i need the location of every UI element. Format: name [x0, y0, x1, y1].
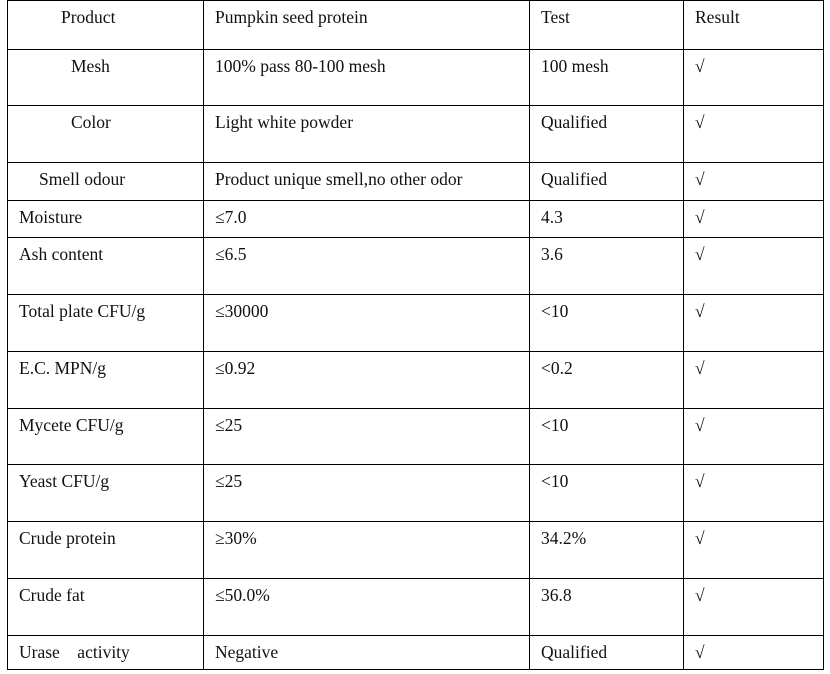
table-cell: √	[683, 464, 824, 522]
header-cell: Product	[7, 0, 204, 50]
table-cell: Product unique smell,no other odor	[203, 162, 530, 201]
table-cell: 100% pass 80-100 mesh	[203, 49, 530, 106]
table-cell: ≥30%	[203, 521, 530, 579]
table-cell: <0.2	[529, 351, 684, 409]
table-cell: √	[683, 200, 824, 238]
table-cell: √	[683, 578, 824, 636]
table-cell: Light white powder	[203, 105, 530, 163]
table-cell: Mesh	[7, 49, 204, 106]
table-cell: √	[683, 351, 824, 409]
table-cell: √	[683, 105, 824, 163]
table-cell: Crude fat	[7, 578, 204, 636]
table-cell: <10	[529, 408, 684, 465]
table-cell: ≤25	[203, 408, 530, 465]
table-cell: <10	[529, 294, 684, 352]
table-cell: √	[683, 521, 824, 579]
table-cell: Mycete CFU/g	[7, 408, 204, 465]
header-cell: Result	[683, 0, 824, 50]
table-cell: Negative	[203, 635, 530, 670]
header-cell: Test	[529, 0, 684, 50]
table-cell: Yeast CFU/g	[7, 464, 204, 522]
table-cell: √	[683, 49, 824, 106]
table-cell: Crude protein	[7, 521, 204, 579]
table-cell: Color	[7, 105, 204, 163]
table-cell: 3.6	[529, 237, 684, 295]
table-cell: √	[683, 408, 824, 465]
table-cell: √	[683, 237, 824, 295]
table-cell: ≤7.0	[203, 200, 530, 238]
table-cell: ≤25	[203, 464, 530, 522]
table-cell: Qualified	[529, 105, 684, 163]
table-cell: Qualified	[529, 162, 684, 201]
table-cell: Urase activity	[7, 635, 204, 670]
table-cell: √	[683, 635, 824, 670]
table-cell: ≤6.5	[203, 237, 530, 295]
table-cell: Qualified	[529, 635, 684, 670]
table-cell: E.C. MPN/g	[7, 351, 204, 409]
table-cell: √	[683, 162, 824, 201]
table-cell: √	[683, 294, 824, 352]
table-cell: ≤30000	[203, 294, 530, 352]
header-cell: Pumpkin seed protein	[203, 0, 530, 50]
table-cell: Total plate CFU/g	[7, 294, 204, 352]
table-cell: <10	[529, 464, 684, 522]
table-cell: 100 mesh	[529, 49, 684, 106]
table-cell: 4.3	[529, 200, 684, 238]
table-cell: Smell odour	[7, 162, 204, 201]
table-cell: 34.2%	[529, 521, 684, 579]
table-cell: ≤50.0%	[203, 578, 530, 636]
table-cell: Ash content	[7, 237, 204, 295]
table-cell: 36.8	[529, 578, 684, 636]
table-cell: ≤0.92	[203, 351, 530, 409]
table-cell: Moisture	[7, 200, 204, 238]
